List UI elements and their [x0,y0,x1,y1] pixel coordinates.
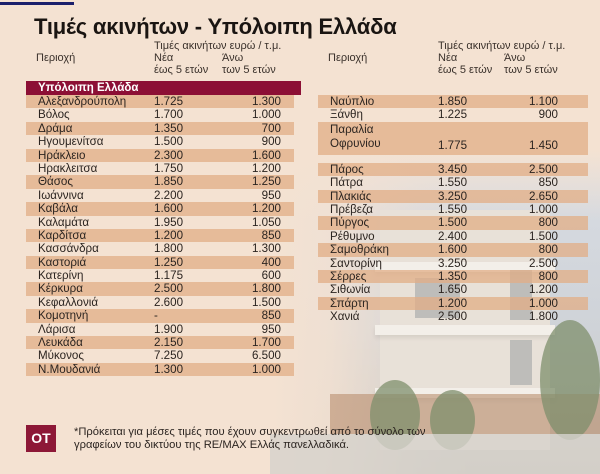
table-row: Πύργος 1.500 800 [318,216,588,230]
table-row: Πάτρα 1.550 850 [330,176,558,190]
table-row: Κέρκυρα 2.500 1.800 [26,282,294,296]
table-row: Κεφαλλονιά 2.600 1.500 [38,295,281,309]
table-row: Καστοριά 1.250 400 [26,255,294,270]
pavement [270,434,600,474]
right-table: Περιοχή Τιμές ακινήτων ευρώ / τ.μ. Νέα έω… [318,40,588,323]
table-row: Κομοτηνή -850 [26,309,294,323]
ot-logo: OT [26,425,56,452]
table-row: Λευκάδα 2.150 1.700 [26,336,294,350]
table-row: Ηρακλειτσα 1.750 1.200 [38,161,281,175]
table-row: Χανιά 2.500 1.800 [330,310,558,324]
right-rows-a: Ναύπλιο 1.850 1.100 Ξάνθη 1.225 900 Παραλία Ο… [318,95,588,155]
header-new: Νέα έως 5 ετών [154,52,209,76]
table-row: Καλαμάτα 1.950 1.050 [38,215,281,229]
top-accent-line [0,2,74,5]
tree [540,320,600,440]
header-price-group: Τιμές ακινήτων ευρώ / τ.μ. [154,40,282,52]
left-table: Περιοχή Τιμές ακινήτων ευρώ / τ.μ. Νέα έω… [26,40,301,377]
left-rows: Αλεξανδρούπολη 1.725 1.300 Βόλος 1.700 1.000… [26,95,294,377]
table-row: Βόλος 1.700 1.000 [38,108,281,122]
header-old: Άνω των 5 ετών [222,52,276,76]
table-row: Καρδίτσα 1.200 850 [26,228,294,243]
table-header: Περιοχή Τιμές ακινήτων ευρώ / τ.μ. Νέα έω… [318,40,588,80]
table-row: Πάρος 3.450 2.500 [318,162,588,177]
table-row: Ηράκλειο 2.300 1.600 [26,148,294,162]
table-row: Σαντορίνη 3.250 2.500 [330,256,558,270]
table-row: Ηγουμενίτσα 1.500 900 [38,135,281,149]
table-row: Ξάνθη 1.225 900 [330,108,558,122]
footer: OT *Πρόκειται για μέσες τιμές που έχουν … [26,425,566,461]
table-row: Σέρρες 1.350 800 [318,269,588,284]
balcony-slab [375,388,555,398]
table-row: Πλακιάς 3.250 2.650 [318,189,588,203]
header-region: Περιοχή [36,52,76,64]
table-row: Σπάρτη 1.200 1.000 [318,296,588,311]
row-gap [318,155,588,163]
right-rows-b: Πάρος 3.450 2.500 Πάτρα 1.550 850 Πλακιάς 3.2… [318,162,588,324]
table-row: Σιθωνία 1.650 1.200 [330,283,558,297]
balcony-slab [375,262,555,272]
table-row: Κασσάνδρα 1.800 1.300 [38,242,281,256]
table-row: Λάρισα 1.900 950 [38,322,281,336]
header-new: Νέα έως 5 ετών [438,52,493,76]
table-row: Ν.Μουδανιά 1.300 1.000 [26,362,294,377]
section-header: Υπόλοιπη Ελλάδα [26,81,301,95]
table-row: Αλεξανδρούπολη 1.725 1.300 [26,95,294,109]
table-row: Δράμα 1.350 700 [26,121,294,136]
footnote: *Πρόκειται για μέσες τιμές που έχουν συγ… [74,426,426,451]
header-price-group: Τιμές ακινήτων ευρώ / τ.μ. [438,40,566,52]
table-row: Πρέβεζα 1.550 1.000 [330,202,558,216]
section-spacer [318,80,588,95]
table-row: Ιωάννινα 2.200 950 [38,188,281,202]
balcony-slab [375,325,555,335]
page-title: Τιμές ακινήτων - Υπόλοιπη Ελλάδα [34,14,397,39]
table-row: Κατερίνη 1.175 600 [38,269,281,283]
header-region: Περιοχή [328,52,368,64]
table-row: Ρέθυμνο 2.400 1.500 [330,229,558,243]
table-row: Παραλία Οφρυνίου 1.775 1.450 [318,121,588,155]
window [510,340,532,385]
table-row: Καβάλα 1.600 1.200 [26,202,294,216]
table-row: Θάσος 1.850 1.250 [26,175,294,189]
header-old: Άνω των 5 ετών [504,52,558,76]
table-row: Μύκονος 7.250 6.500 [38,349,281,363]
table-row: Σαμοθράκη 1.600 800 [318,243,588,257]
table-header: Περιοχή Τιμές ακινήτων ευρώ / τ.μ. Νέα έω… [26,40,294,80]
table-row: Ναύπλιο 1.850 1.100 [318,95,588,109]
